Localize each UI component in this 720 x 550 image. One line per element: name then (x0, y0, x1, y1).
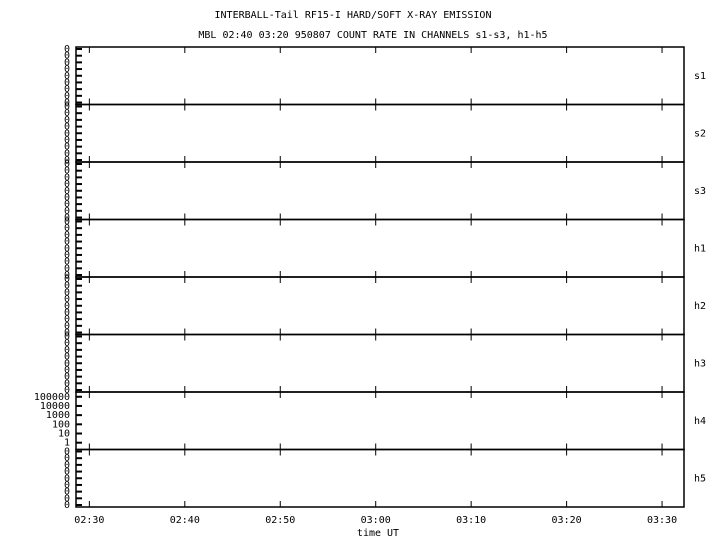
x-tick-label: 02:50 (265, 515, 295, 526)
panel-frame (75, 103, 685, 163)
y-tick-label: 0 (64, 172, 70, 183)
y-tick-label: 0 (64, 263, 70, 274)
panel-label: s3 (694, 186, 706, 197)
y-tick-label: 0 (64, 51, 70, 62)
y-tick-label: 0 (64, 453, 70, 464)
y-tick-label: 0 (64, 473, 70, 484)
y-tick-label: 0 (64, 135, 70, 146)
y-tick-label: 0 (64, 287, 70, 298)
panel-label: h1 (694, 243, 706, 254)
panel-label: s2 (694, 128, 706, 139)
y-tick-label: 0 (64, 270, 70, 281)
panel-frame (75, 161, 685, 221)
y-tick-label: 0 (64, 500, 70, 511)
panel-frame (75, 391, 685, 451)
y-tick-label: 0 (64, 71, 70, 82)
y-tick-label: 0 (64, 192, 70, 203)
y-tick-label: 0 (64, 186, 70, 197)
y-tick-label: 0 (64, 307, 70, 318)
y-tick-label: 0 (64, 108, 70, 119)
y-tick-label: 0 (64, 122, 70, 133)
panel-frame (75, 46, 685, 106)
y-tick-label: 0 (64, 44, 70, 55)
y-tick-label: 0 (64, 294, 70, 305)
x-tick-label: 02:30 (74, 515, 104, 526)
y-tick-label: 0 (64, 460, 70, 471)
y-tick-label: 0 (64, 372, 70, 383)
y-tick-label: 0 (64, 487, 70, 498)
y-tick-label: 0 (64, 467, 70, 478)
panel-label: h3 (694, 358, 706, 369)
panel-frame (75, 276, 685, 336)
panel-frame (75, 448, 685, 508)
y-tick-label: 0 (64, 166, 70, 177)
y-tick-label: 0 (64, 77, 70, 88)
y-tick-label: 0 (64, 102, 70, 113)
y-tick-label: 100000 (34, 392, 70, 403)
y-tick-label: 0 (64, 115, 70, 126)
y-tick-label: 0 (64, 213, 70, 224)
y-tick-label: 0 (64, 223, 70, 234)
y-tick-label: 0 (64, 257, 70, 268)
x-tick-label: 03:20 (552, 515, 582, 526)
y-tick-label: 0 (64, 159, 70, 170)
y-tick-label: 10 (58, 429, 70, 440)
y-tick-label: 0 (64, 385, 70, 396)
y-tick-label: 0 (64, 314, 70, 325)
y-tick-label: 0 (64, 493, 70, 504)
y-tick-label: 0 (64, 332, 70, 343)
y-tick-label: 0 (64, 328, 70, 339)
y-tick-label: 100 (52, 419, 70, 430)
y-tick-label: 0 (64, 345, 70, 356)
x-axis-label: time UT (357, 528, 399, 539)
chart-title: INTERBALL-Tail RF15-I HARD/SOFT X-RAY EM… (215, 10, 492, 21)
y-tick-label: 0 (64, 128, 70, 139)
panel-frame (75, 333, 685, 393)
x-tick-label: 02:40 (170, 515, 200, 526)
panel-label: h2 (694, 301, 706, 312)
y-tick-label: 1000 (46, 410, 70, 421)
x-tick-label: 03:10 (456, 515, 486, 526)
y-tick-label: 0 (64, 301, 70, 312)
x-tick-label: 03:00 (361, 515, 391, 526)
y-tick-label: 0 (64, 148, 70, 159)
y-tick-label: 0 (64, 365, 70, 376)
y-tick-label: 0 (64, 142, 70, 153)
chart-subtitle: MBL 02:40 03:20 950807 COUNT RATE IN CHA… (198, 30, 547, 41)
y-tick-label: 0 (64, 230, 70, 241)
y-tick-label: 0 (64, 155, 70, 166)
y-tick-label: 0 (64, 480, 70, 491)
panel-label: h4 (694, 416, 706, 427)
y-tick-label: 0 (64, 338, 70, 349)
y-tick-label: 0 (64, 64, 70, 75)
y-tick-label: 0 (64, 57, 70, 68)
y-tick-label: 0 (64, 217, 70, 228)
y-tick-label: 0 (64, 321, 70, 332)
y-tick-label: 0 (64, 352, 70, 363)
x-tick-label: 03:30 (647, 515, 677, 526)
y-tick-label: 0 (64, 447, 70, 458)
y-tick-label: 0 (64, 237, 70, 248)
panel-label: s1 (694, 71, 706, 82)
y-tick-label: 0 (64, 179, 70, 190)
y-tick-label: 0 (64, 274, 70, 285)
panel-frame (75, 218, 685, 278)
y-tick-label: 0 (64, 281, 70, 292)
panel-label: h5 (694, 473, 706, 484)
y-tick-label: 10000 (40, 401, 70, 412)
y-tick-label: 0 (64, 84, 70, 95)
y-tick-label: 0 (64, 243, 70, 254)
y-tick-label: 0 (64, 98, 70, 109)
y-tick-label: 0 (64, 206, 70, 217)
y-tick-label: 0 (64, 378, 70, 389)
y-tick-label: 0 (64, 199, 70, 210)
y-tick-label: 0 (64, 91, 70, 102)
y-tick-label: 0 (64, 250, 70, 261)
y-tick-label: 0 (64, 358, 70, 369)
y-tick-label: 1 (64, 438, 70, 449)
